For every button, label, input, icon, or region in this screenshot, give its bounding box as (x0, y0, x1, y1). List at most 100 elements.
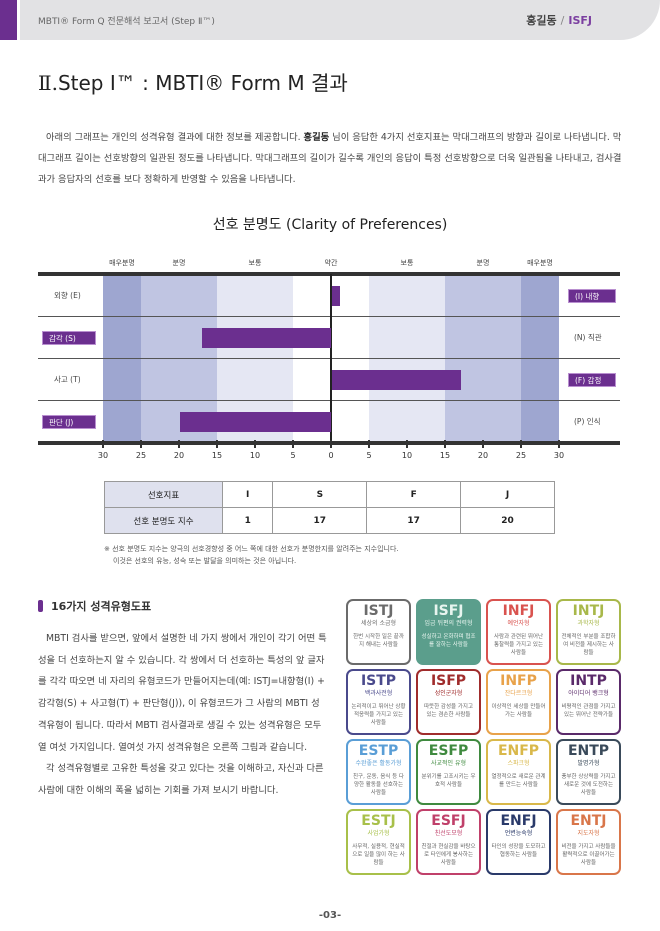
row-divider (38, 316, 620, 317)
type-card-esfp: ESFP 사교적인 유형 분위기를 고조시키는 우호적 사람들 (416, 739, 481, 805)
type-description: 열정적으로 새로운 관계를 만드는 사람들 (491, 774, 546, 788)
type-description: 친구, 운동, 음식 등 다양한 활동을 선호하는 사람들 (353, 774, 404, 796)
preference-bar (202, 328, 331, 348)
type-code: ISTJ (363, 603, 394, 619)
type-description: 논리적이고 뛰어난 상황 적응력을 가지고 있는 사람들 (351, 704, 406, 726)
type-nickname: 사교적인 유형 (430, 760, 467, 767)
type-grid: ISTJ 세상의 소금형 한번 시작한 일은 끝까지 해내는 사람들 ISFJ 임금 뒤… (346, 599, 624, 875)
type-code: INTP (570, 673, 607, 689)
type-nickname: 성인군자형 (434, 690, 463, 697)
preference-bar (332, 286, 340, 306)
table-row: 선호지표 I S F J (104, 481, 555, 508)
header-bar (20, 0, 660, 40)
type-description: 따뜻한 감성을 가지고 있는 겸손한 사람들 (423, 704, 474, 718)
intro-text: 아래의 그래프는 개인의 성격유형 결과에 대한 정보를 제공합니다. (46, 132, 304, 143)
type-nickname: 발명가형 (577, 760, 600, 767)
axis-tick (292, 440, 294, 448)
document-title: MBTI® Form Q 전문해석 보고서 (Step Ⅱ™) (38, 17, 215, 27)
type-description: 사무적, 실용적, 현실적으로 일을 많이 하는 사람들 (352, 844, 405, 866)
axis-tick-label: 30 (97, 451, 109, 460)
axis-tick-label: 5 (290, 451, 296, 460)
type-nickname: 예언자형 (507, 620, 530, 627)
user-name: 홍길동 (526, 14, 557, 27)
header-accent (0, 0, 17, 40)
type-code: ENTP (567, 743, 610, 759)
type-code: ESTP (358, 743, 399, 759)
type-card-isfp: ISFP 성인군자형 따뜻한 감성을 가지고 있는 겸손한 사람들 (416, 669, 481, 735)
type-nickname: 아이디어 뱅크형 (568, 690, 609, 697)
axis-tick-label: 30 (553, 451, 565, 460)
table-cell: 20 (460, 507, 555, 534)
row-divider (38, 358, 620, 359)
type-nickname: 언변능숙형 (504, 830, 533, 837)
type-description: 풍부한 상상력을 가지고 새로운 것에 도전하는 사람들 (561, 774, 616, 796)
table-cell: 17 (366, 507, 462, 534)
axis-tick (368, 440, 370, 448)
type-code: INFJ (502, 603, 535, 619)
table-cell: I (221, 481, 274, 508)
table-cell: S (272, 481, 368, 508)
type-card-enfp: ENFP 스파크형 열정적으로 새로운 관계를 만드는 사람들 (486, 739, 551, 805)
axis-tick-label: 10 (249, 451, 261, 460)
axis-tick-label: 25 (515, 451, 527, 460)
type-description: 성실하고 온화하며 협조를 잘하는 사람들 (421, 634, 476, 648)
axis-tick (140, 440, 142, 448)
paragraph: MBTI 검사를 받으면, 앞에서 설명한 네 가지 쌍에서 개인이 각기 어떤… (38, 633, 327, 753)
footnote: ※ 선호 분명도 지수는 양극의 선호경향성 중 어느 쪽에 대한 선호가 분명… (104, 543, 399, 567)
type-code: ENTJ (570, 813, 607, 829)
type-description: 전체적인 부분을 조합하여 비전을 제시하는 사람들 (561, 634, 616, 656)
section-title: Ⅱ.Step Ⅰ™ : MBTI® Form M 결과 (38, 67, 348, 96)
left-pole-label: 사고 (T) (54, 375, 81, 384)
zone-label: 매우분명 (527, 259, 553, 267)
row-divider (38, 400, 620, 401)
type-nickname: 세상의 소금형 (360, 620, 397, 627)
clarity-chart: 매우분명 분명 보통 약간 보통 분명 매우분명 외향 (E) (I) 내향 감각 … (38, 258, 620, 468)
bullet-icon (38, 600, 43, 612)
chart-axis (38, 441, 620, 445)
intro-name: 홍길동 (303, 132, 330, 143)
zone-label: 매우분명 (109, 259, 135, 267)
chart-top-rule (38, 272, 620, 276)
type-nickname: 과학자형 (577, 620, 600, 627)
axis-tick (444, 440, 446, 448)
intro-paragraph: 아래의 그래프는 개인의 성격유형 결과에 대한 정보를 제공합니다. 홍길동 … (38, 127, 626, 190)
page-number: -03- (318, 910, 342, 921)
type-description: 한번 시작한 일은 끝까지 해내는 사람들 (353, 634, 404, 648)
type-description: 친절과 현실감을 바탕으로 타인에게 봉사하는 사람들 (421, 844, 476, 866)
table-header: 선호지표 (104, 481, 223, 508)
zone-label: 분명 (476, 259, 490, 267)
axis-tick (102, 440, 104, 448)
user-info: 홍길동 / ISFJ (526, 12, 592, 28)
type-code: INFP (500, 673, 537, 689)
footnote-line: ※ 선호 분명도 지수는 양극의 선호경향성 중 어느 쪽에 대한 선호가 분명… (104, 545, 399, 553)
axis-tick (178, 440, 180, 448)
type-description: 분위기를 고조시키는 우호적 사람들 (421, 774, 476, 788)
type-nickname: 임금 뒤편의 권력형 (424, 620, 473, 627)
footnote-line: 이것은 선호의 유능, 성숙 또는 발달을 의미하는 것은 아닙니다. (113, 557, 297, 565)
paragraph: 각 성격유형별로 고유한 특성을 갖고 있다는 것을 이해하고, 자신과 다른 … (38, 763, 324, 796)
subsection-title: 16가지 성격유형도표 (38, 598, 151, 614)
type-description: 비평적인 관점을 가지고 있는 뛰어난 전략가들 (561, 704, 616, 718)
axis-tick (216, 440, 218, 448)
table-cell: 1 (221, 507, 274, 534)
type-nickname: 지도자형 (577, 830, 600, 837)
page-header: MBTI® Form Q 전문해석 보고서 (Step Ⅱ™) 홍길동 / ISFJ (0, 0, 660, 40)
table-row: 선호 분명도 지수 1 17 17 20 (104, 507, 555, 534)
type-description: 이상적인 세상을 만들어 가는 사람들 (491, 704, 546, 718)
axis-tick-label: 20 (173, 451, 185, 460)
types-description: MBTI 검사를 받으면, 앞에서 설명한 네 가지 쌍에서 개인이 각기 어떤… (38, 628, 328, 802)
subsection-title-text: 16가지 성격유형도표 (51, 600, 152, 613)
intro-text-2: 님이 응답한 4가지 선호지표는 막대그래프의 방향과 길이로 나타냅니다. 막… (38, 132, 622, 185)
table-header: 선호 분명도 지수 (104, 507, 223, 534)
type-description: 타인의 성장을 도모하고 협동하는 사람들 (491, 844, 546, 858)
axis-tick-label: 10 (401, 451, 413, 460)
section-title-text: Step Ⅰ™ : MBTI® Form M 결과 (57, 71, 348, 95)
axis-tick (406, 440, 408, 448)
type-nickname: 잔다르크형 (504, 690, 533, 697)
axis-tick (558, 440, 560, 448)
right-pole-label: (I) 내향 (568, 289, 616, 303)
chart-title: 선호 분명도 (Clarity of Preferences) (212, 217, 448, 233)
axis-tick-label: 5 (366, 451, 372, 460)
